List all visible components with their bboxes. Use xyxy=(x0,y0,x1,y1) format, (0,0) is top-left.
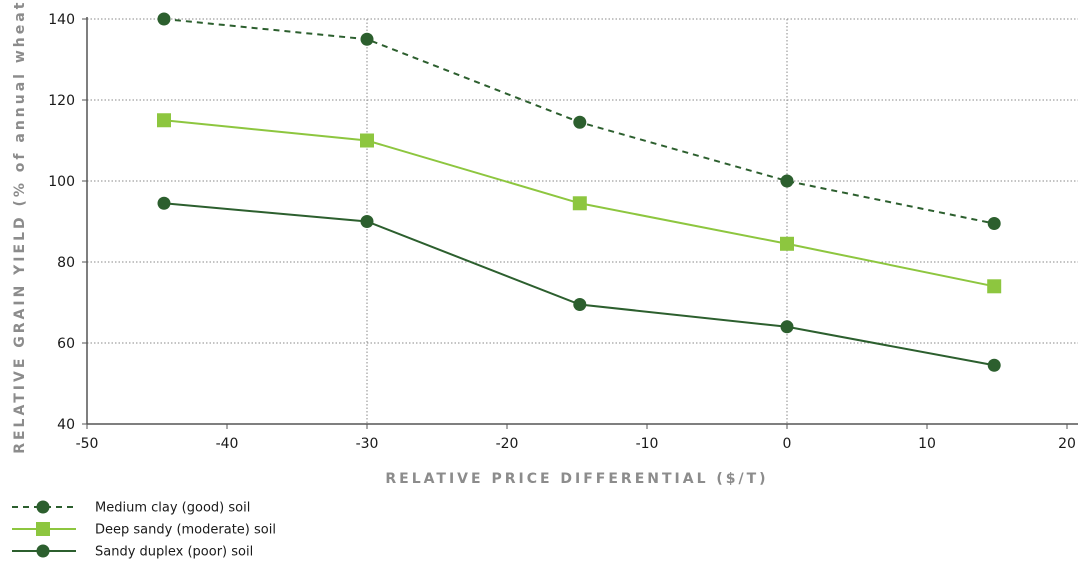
y-tick-label: 80 xyxy=(57,255,75,271)
data-point xyxy=(573,115,587,129)
x-tick-label: 0 xyxy=(783,436,792,452)
legend-marker xyxy=(36,500,50,514)
x-tick-label: -30 xyxy=(356,436,379,452)
y-axis-title: RELATIVE GRAIN YIELD (% of annual wheat) xyxy=(12,0,28,454)
data-point xyxy=(987,358,1001,372)
legend-marker xyxy=(36,522,50,536)
x-tick-label: -50 xyxy=(76,436,99,452)
y-tick-label: 120 xyxy=(48,93,75,109)
x-axis-ticks: -50 -40 -30 -20 -10 0 10 20 xyxy=(76,424,1076,452)
data-point xyxy=(157,196,171,210)
y-tick-label: 140 xyxy=(48,12,75,28)
legend-item-1: Medium clay (good) soil xyxy=(12,500,250,516)
data-point xyxy=(360,133,374,148)
data-point xyxy=(360,215,374,228)
x-tick-label: 10 xyxy=(918,436,936,452)
series-line xyxy=(163,202,995,367)
data-point xyxy=(573,298,587,312)
y-tick-label: 100 xyxy=(48,174,75,190)
legend: Medium clay (good) soil Deep sandy (moder… xyxy=(12,500,276,560)
data-point xyxy=(987,279,1002,294)
y-axis-ticks: 40 60 80 100 120 140 xyxy=(48,12,87,433)
axes xyxy=(86,17,1078,425)
data-point xyxy=(780,174,794,188)
series-2 xyxy=(157,113,1002,294)
data-point xyxy=(572,196,587,211)
y-tick-label: 60 xyxy=(57,336,75,352)
x-tick-label: -40 xyxy=(216,436,239,452)
y-tick-label: 40 xyxy=(57,417,75,433)
legend-marker xyxy=(36,544,50,558)
x-axis-title: RELATIVE PRICE DIFFERENTIAL ($/T) xyxy=(385,471,768,487)
data-point xyxy=(157,113,171,128)
legend-label: Medium clay (good) soil xyxy=(95,501,250,516)
legend-label: Deep sandy (moderate) soil xyxy=(95,523,276,538)
grid xyxy=(87,18,1078,424)
legend-label: Sandy duplex (poor) soil xyxy=(95,545,253,560)
data-point xyxy=(360,32,374,46)
data-point xyxy=(780,236,794,251)
x-tick-label: 20 xyxy=(1058,436,1076,452)
series-layer xyxy=(157,12,1002,372)
data-point xyxy=(780,320,794,334)
x-tick-label: -20 xyxy=(496,436,519,452)
data-point xyxy=(987,217,1001,231)
data-point xyxy=(157,12,171,26)
legend-item-2: Deep sandy (moderate) soil xyxy=(12,522,276,538)
series-1 xyxy=(157,12,1001,231)
x-tick-label: -10 xyxy=(636,436,659,452)
legend-item-3: Sandy duplex (poor) soil xyxy=(12,544,253,560)
series-3 xyxy=(157,196,1001,372)
